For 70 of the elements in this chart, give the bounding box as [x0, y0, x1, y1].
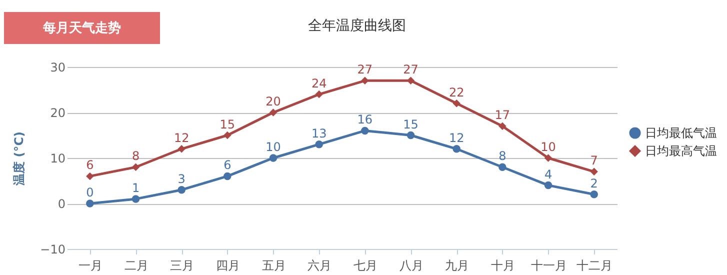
point	[406, 131, 415, 140]
point	[452, 145, 460, 153]
y-tick-label: 30	[50, 60, 66, 74]
data-label: 27	[357, 62, 373, 77]
point	[544, 181, 552, 190]
point	[224, 131, 232, 140]
data-label: 2	[590, 176, 598, 190]
data-label: 15	[220, 117, 236, 132]
x-tick-label: 八月	[399, 258, 424, 272]
text: 每月天气走势	[4, 12, 160, 44]
data-label: 8	[132, 149, 140, 164]
point	[544, 154, 552, 162]
y-tick-label: 0	[58, 197, 66, 211]
x-tick-label: 十二月	[576, 258, 613, 272]
data-label: 3	[178, 172, 186, 186]
x-tick-label: 二月	[124, 258, 148, 272]
point	[86, 200, 94, 208]
point	[361, 126, 369, 135]
legend-label: 日均最低气温	[645, 126, 717, 140]
data-label: 16	[357, 112, 373, 127]
x-tick-label: 一月	[78, 258, 102, 272]
legend-label: 日均最高气温	[645, 144, 717, 158]
x-tick-label: 十一月	[530, 258, 567, 272]
x-tick-label: 九月	[445, 258, 470, 272]
point	[269, 154, 278, 162]
point	[315, 140, 323, 148]
point	[224, 172, 232, 180]
point	[132, 195, 140, 203]
x-tick-label: 十月	[490, 258, 515, 272]
data-label: 6	[224, 158, 232, 172]
x-tick-label: 三月	[170, 258, 194, 272]
data-label: 12	[448, 130, 464, 145]
x-tick-label: 五月	[262, 258, 286, 272]
y-tick-label: 10	[50, 152, 66, 166]
data-label: 13	[311, 126, 327, 140]
point	[178, 145, 186, 153]
data-label: 12	[174, 130, 190, 145]
point	[178, 186, 186, 194]
x-tick-label: 七月	[353, 258, 378, 272]
data-label: 17	[494, 108, 510, 122]
point	[590, 168, 598, 176]
point	[406, 76, 415, 85]
data-label: 1	[132, 180, 140, 195]
chart-title: 全年温度曲线图	[308, 18, 406, 34]
y-tick-label: −10	[40, 242, 66, 256]
data-label: 10	[540, 140, 556, 154]
point	[452, 100, 460, 108]
data-label: 24	[311, 76, 327, 90]
point	[498, 122, 506, 130]
point	[361, 76, 369, 85]
data-label: 4	[544, 167, 552, 182]
point	[132, 163, 140, 171]
x-tick-label: 六月	[308, 258, 332, 272]
data-label: 10	[266, 140, 281, 154]
data-label: 22	[448, 85, 464, 100]
point	[498, 163, 506, 171]
data-label: 7	[590, 154, 598, 168]
data-label: 15	[403, 117, 418, 132]
data-label: 8	[498, 149, 506, 164]
y-axis-title: 温度 (°C)	[12, 132, 26, 186]
point	[86, 172, 94, 180]
y-tick-label: 20	[50, 106, 66, 120]
data-label: 27	[403, 62, 418, 77]
point	[315, 90, 323, 98]
point	[269, 108, 278, 116]
x-tick-label: 四月	[216, 258, 240, 272]
data-label: 6	[86, 158, 94, 172]
data-label: 0	[86, 186, 94, 200]
data-label: 20	[266, 94, 281, 108]
point	[590, 190, 598, 198]
